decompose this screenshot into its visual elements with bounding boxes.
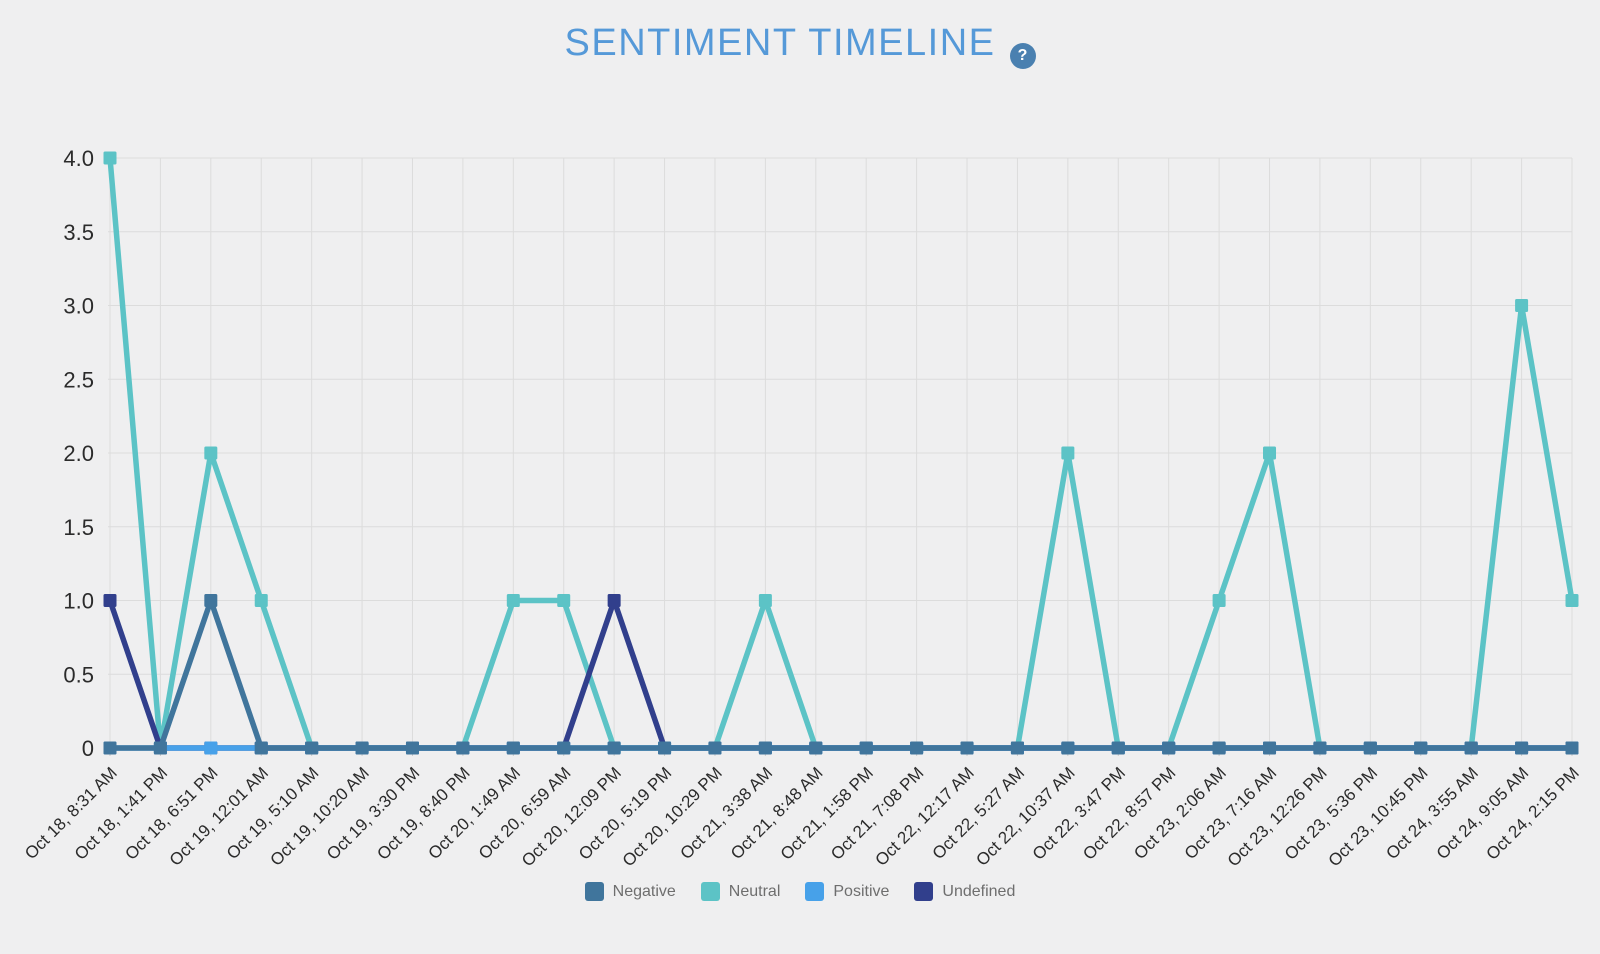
data-point-negative[interactable]	[557, 741, 571, 755]
data-point-negative[interactable]	[607, 741, 621, 755]
y-tick-label: 2.0	[63, 441, 94, 466]
x-tick-label: Oct 19, 3:30 PM	[323, 763, 423, 863]
negative-swatch-icon	[584, 882, 604, 901]
x-tick-label: Oct 19, 5:10 AM	[223, 763, 323, 863]
data-point-negative[interactable]	[658, 741, 672, 755]
series-line-negative[interactable]	[107, 597, 1575, 751]
data-point-negative[interactable]	[506, 741, 520, 755]
x-tick-label: Oct 24, 9:05 AM	[1433, 763, 1533, 863]
data-point-negative[interactable]	[103, 741, 117, 755]
data-point-negative[interactable]	[204, 594, 218, 607]
x-tick-label: Oct 24, 2:15 PM	[1483, 763, 1583, 863]
x-tick-label: Oct 18, 1:41 PM	[71, 763, 171, 863]
y-tick-label: 4.0	[63, 146, 94, 171]
positive-swatch-icon	[805, 882, 825, 901]
data-point-negative[interactable]	[1414, 741, 1428, 755]
data-point-neutral[interactable]	[1061, 446, 1075, 460]
x-tick-label: Oct 20, 5:19 PM	[575, 763, 675, 863]
data-point-undefined[interactable]	[607, 594, 621, 607]
data-point-neutral[interactable]	[254, 594, 268, 607]
data-point-negative[interactable]	[1162, 741, 1176, 755]
data-point-neutral[interactable]	[103, 151, 117, 165]
data-point-negative[interactable]	[1111, 741, 1125, 755]
legend-label-undefined: Undefined	[942, 882, 1016, 900]
x-tick-label: Oct 20, 1:49 AM	[425, 763, 525, 863]
data-point-negative[interactable]	[1363, 741, 1377, 755]
sentiment-timeline-chart[interactable]: 0 0.5 1.0 1.5 2.0 2.5 3.0 3.5 4.0 Oct 18, 8:31 AM…	[0, 0, 1600, 870]
data-point-negative[interactable]	[1464, 741, 1478, 755]
data-point-negative[interactable]	[405, 741, 419, 755]
data-point-undefined[interactable]	[103, 594, 117, 607]
data-point-negative[interactable]	[809, 741, 823, 755]
data-point-neutral[interactable]	[758, 594, 772, 607]
y-tick-label: 0	[82, 736, 94, 761]
data-point-negative[interactable]	[254, 741, 268, 755]
x-tick-label: Oct 23, 2:06 AM	[1130, 763, 1230, 863]
y-tick-label: 3.0	[63, 294, 94, 319]
neutral-swatch-icon	[700, 882, 720, 901]
data-point-neutral[interactable]	[557, 594, 571, 607]
data-point-negative[interactable]	[1212, 741, 1226, 755]
y-tick-label: 0.5	[63, 662, 94, 687]
data-point-negative[interactable]	[1515, 741, 1529, 755]
x-tick-label: Oct 19, 8:40 PM	[373, 763, 473, 863]
y-tick-label: 1.0	[63, 589, 94, 614]
legend-item-negative[interactable]: Negative	[584, 882, 676, 901]
data-point-neutral[interactable]	[1263, 446, 1277, 460]
x-tick-label: Oct 22, 5:27 AM	[929, 763, 1029, 863]
data-point-negative[interactable]	[708, 741, 722, 755]
undefined-swatch-icon	[914, 882, 934, 901]
data-point-negative[interactable]	[355, 741, 369, 755]
legend-label-negative: Negative	[612, 882, 676, 900]
x-tick-label: Oct 21, 8:48 AM	[727, 763, 827, 863]
legend-item-undefined[interactable]: Undefined	[914, 882, 1015, 901]
data-point-neutral[interactable]	[1212, 594, 1226, 607]
legend-label-positive: Positive	[833, 882, 890, 900]
data-point-negative[interactable]	[1565, 741, 1579, 755]
y-tick-label: 1.5	[63, 515, 94, 540]
data-point-negative[interactable]	[859, 741, 873, 755]
data-point-negative[interactable]	[1313, 741, 1327, 755]
y-tick-label: 2.5	[63, 367, 94, 392]
data-point-negative[interactable]	[1061, 741, 1075, 755]
page-title: SENTIMENT TIMELINE	[564, 22, 996, 64]
x-tick-label: Oct 22, 3:47 PM	[1029, 763, 1129, 863]
data-point-negative[interactable]	[960, 741, 974, 755]
data-point-negative[interactable]	[1263, 741, 1277, 755]
x-tick-label: Oct 20, 6:59 AM	[475, 763, 575, 863]
data-point-negative[interactable]	[305, 741, 319, 755]
legend: Negative Neutral Positive Undefined	[0, 882, 1600, 901]
x-tick-label: Oct 21, 7:08 PM	[827, 763, 927, 863]
data-point-negative[interactable]	[910, 741, 924, 755]
legend-label-neutral: Neutral	[728, 882, 781, 900]
x-tick-label: Oct 18, 8:31 AM	[21, 763, 121, 863]
x-tick-label: Oct 23, 5:36 PM	[1281, 763, 1381, 863]
x-tick-label: Oct 21, 1:58 PM	[777, 763, 877, 863]
y-tick-label: 3.5	[63, 220, 94, 245]
data-point-neutral[interactable]	[506, 594, 520, 607]
data-point-negative[interactable]	[1010, 741, 1024, 755]
chart-header: SENTIMENT TIMELINE ?	[0, 22, 1600, 69]
help-icon[interactable]: ?	[1009, 43, 1036, 69]
x-tick-label: Oct 22, 8:57 PM	[1079, 763, 1179, 863]
x-tick-label: Oct 18, 6:51 PM	[121, 763, 221, 863]
data-point-neutral[interactable]	[204, 446, 218, 460]
data-point-neutral[interactable]	[1565, 594, 1579, 607]
data-point-neutral[interactable]	[1515, 299, 1529, 312]
data-point-negative[interactable]	[758, 741, 772, 755]
x-tick-label: Oct 23, 7:16 AM	[1181, 763, 1281, 863]
legend-item-neutral[interactable]: Neutral	[700, 882, 781, 901]
data-point-negative[interactable]	[456, 741, 470, 755]
x-tick-label: Oct 21, 3:38 AM	[677, 763, 777, 863]
data-point-negative[interactable]	[153, 741, 167, 755]
legend-item-positive[interactable]: Positive	[805, 882, 889, 901]
x-tick-label: Oct 24, 3:55 AM	[1382, 763, 1482, 863]
data-point-positive[interactable]	[204, 741, 218, 755]
